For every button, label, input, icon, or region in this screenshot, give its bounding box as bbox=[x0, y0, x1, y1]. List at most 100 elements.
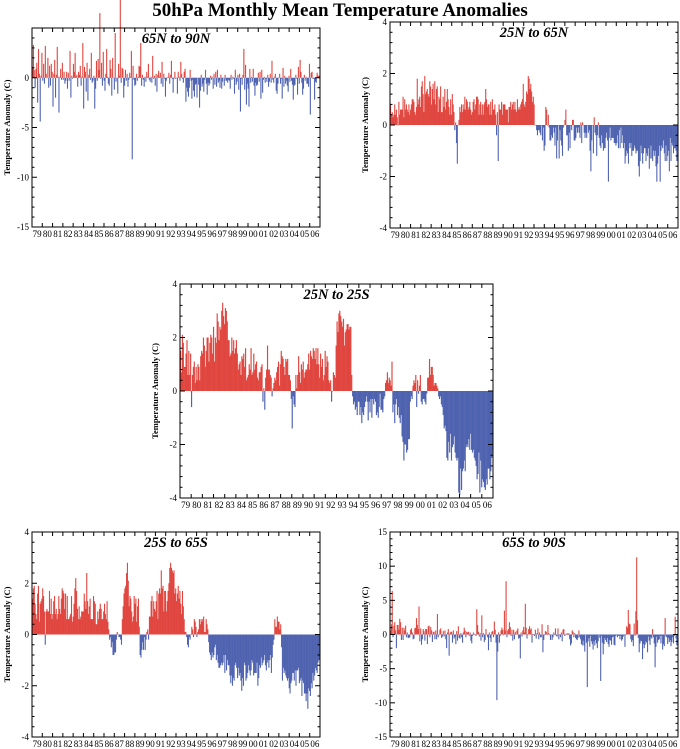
x-tick-label: 80 bbox=[43, 739, 53, 749]
bar bbox=[552, 125, 554, 128]
bar bbox=[247, 634, 249, 673]
bar bbox=[647, 634, 649, 653]
bar bbox=[195, 626, 197, 635]
bar bbox=[140, 42, 142, 78]
bar bbox=[209, 77, 211, 84]
bar bbox=[176, 77, 178, 94]
bar bbox=[297, 66, 299, 78]
bar bbox=[251, 634, 253, 661]
bar bbox=[259, 71, 261, 78]
bar bbox=[261, 634, 263, 666]
x-tick-label: 90 bbox=[504, 230, 514, 240]
bar bbox=[88, 74, 90, 78]
bar bbox=[548, 633, 550, 635]
bar bbox=[533, 104, 535, 125]
bar bbox=[561, 125, 563, 146]
bar bbox=[662, 125, 664, 149]
bar bbox=[142, 634, 145, 650]
bar bbox=[662, 634, 664, 650]
bar bbox=[544, 125, 546, 146]
bar bbox=[501, 627, 503, 635]
bar bbox=[619, 125, 621, 149]
bar bbox=[217, 634, 219, 663]
x-tick-label: 02 bbox=[438, 500, 447, 510]
bar bbox=[317, 75, 319, 78]
x-tick-label: 04 bbox=[648, 230, 658, 240]
bar bbox=[180, 61, 182, 78]
bar bbox=[574, 125, 576, 141]
bar bbox=[646, 125, 648, 154]
bar bbox=[478, 634, 480, 637]
bar bbox=[635, 611, 637, 635]
bar bbox=[149, 616, 151, 635]
bar bbox=[78, 606, 80, 635]
bar bbox=[209, 342, 211, 391]
bar bbox=[313, 350, 315, 392]
bar bbox=[617, 125, 619, 149]
bar bbox=[39, 603, 41, 635]
bar bbox=[673, 125, 675, 149]
bar bbox=[300, 634, 302, 679]
bar bbox=[77, 77, 79, 87]
bar bbox=[161, 588, 163, 635]
bar bbox=[558, 634, 560, 640]
bar bbox=[274, 377, 276, 392]
bar bbox=[494, 104, 496, 125]
bar bbox=[222, 77, 224, 82]
bar bbox=[544, 634, 546, 636]
panel-title: 65N to 90N bbox=[142, 31, 211, 47]
bar bbox=[467, 391, 469, 448]
bar bbox=[613, 634, 615, 645]
bar bbox=[255, 361, 258, 391]
bar bbox=[424, 76, 426, 125]
bar bbox=[403, 117, 405, 125]
bar bbox=[314, 634, 316, 676]
bar bbox=[231, 77, 233, 80]
bar bbox=[446, 634, 448, 649]
bar bbox=[456, 634, 459, 641]
bar bbox=[55, 74, 57, 78]
bar bbox=[636, 620, 639, 635]
bar bbox=[312, 348, 314, 391]
bar bbox=[387, 382, 389, 391]
bar bbox=[208, 634, 210, 643]
bar bbox=[641, 125, 643, 154]
bar bbox=[467, 631, 469, 635]
bar bbox=[653, 634, 655, 644]
bar bbox=[477, 631, 479, 635]
bar bbox=[310, 72, 312, 78]
bar bbox=[430, 104, 432, 125]
bar bbox=[279, 77, 282, 84]
bar bbox=[623, 125, 625, 144]
bar bbox=[298, 634, 300, 684]
bar bbox=[493, 621, 495, 635]
bar bbox=[223, 634, 225, 655]
bar bbox=[296, 388, 298, 391]
x-tick-label: 06 bbox=[668, 230, 678, 240]
bar bbox=[442, 96, 444, 125]
bar bbox=[448, 391, 450, 442]
bar bbox=[457, 626, 459, 635]
bar bbox=[604, 634, 606, 638]
bar bbox=[644, 125, 646, 149]
bar bbox=[477, 99, 479, 125]
bar bbox=[180, 372, 183, 391]
bar bbox=[428, 625, 430, 635]
y-tick-label: 4 bbox=[25, 527, 30, 537]
bar bbox=[285, 77, 287, 84]
bar bbox=[302, 634, 304, 681]
bar bbox=[471, 634, 473, 644]
bar bbox=[33, 69, 35, 78]
bar bbox=[390, 114, 392, 125]
bar bbox=[393, 391, 395, 405]
bar bbox=[277, 361, 280, 391]
x-tick-label: 95 bbox=[555, 739, 565, 749]
bar bbox=[279, 629, 281, 635]
bar bbox=[576, 125, 579, 133]
bar bbox=[143, 634, 145, 638]
bar bbox=[111, 77, 113, 96]
bar bbox=[617, 125, 619, 136]
bar bbox=[425, 629, 427, 635]
bar bbox=[260, 366, 262, 391]
